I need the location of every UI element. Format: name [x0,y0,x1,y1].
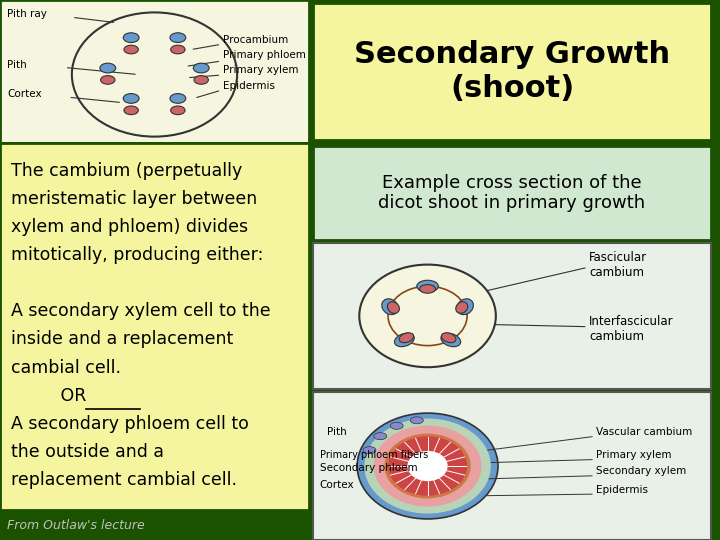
Ellipse shape [456,302,468,313]
Ellipse shape [410,417,423,424]
Circle shape [359,265,496,367]
Text: Secondary xylem: Secondary xylem [596,466,687,476]
Text: Secondary Growth
(shoot): Secondary Growth (shoot) [354,40,670,103]
Text: Cortex: Cortex [320,480,354,490]
Ellipse shape [457,299,473,315]
Ellipse shape [417,280,438,292]
Ellipse shape [382,299,398,315]
Text: inside and a replacement: inside and a replacement [11,330,233,348]
Circle shape [384,434,471,498]
Text: Pith ray: Pith ray [7,9,47,19]
Ellipse shape [363,447,376,454]
Text: Pith: Pith [7,59,27,70]
Ellipse shape [395,333,414,347]
Text: Epidermis: Epidermis [596,485,649,495]
Ellipse shape [101,76,115,84]
Circle shape [357,413,498,519]
Ellipse shape [441,333,456,343]
Text: Primary xylem: Primary xylem [222,65,298,76]
Ellipse shape [374,433,387,440]
Ellipse shape [390,422,403,429]
Text: meristematic layer between: meristematic layer between [11,190,257,208]
Text: Vascular cambium: Vascular cambium [596,427,693,437]
Text: OR: OR [11,387,86,404]
Text: Procambium: Procambium [222,35,288,45]
Circle shape [374,426,482,507]
Ellipse shape [193,63,209,73]
Text: Interfascicular
cambium: Interfascicular cambium [589,315,674,343]
FancyBboxPatch shape [312,392,711,540]
Text: Primary phloem: Primary phloem [222,50,306,60]
FancyBboxPatch shape [0,510,309,540]
Text: Epidermis: Epidermis [222,80,275,91]
Ellipse shape [171,45,185,54]
FancyBboxPatch shape [0,143,309,510]
Circle shape [72,12,237,137]
Text: A secondary phloem cell to: A secondary phloem cell to [11,415,248,433]
Text: Secondary phloem: Secondary phloem [320,463,418,474]
Ellipse shape [123,33,139,43]
Text: Cortex: Cortex [7,89,42,99]
Ellipse shape [194,76,208,84]
Ellipse shape [420,285,436,293]
Ellipse shape [170,93,186,103]
Text: A secondary xylem cell to the: A secondary xylem cell to the [11,302,271,320]
FancyBboxPatch shape [312,146,711,240]
FancyBboxPatch shape [312,3,711,140]
Text: xylem and phloem) divides: xylem and phloem) divides [11,218,248,236]
Ellipse shape [387,302,400,313]
Text: cambial cell.: cambial cell. [11,359,121,376]
FancyBboxPatch shape [312,243,711,389]
Circle shape [408,451,448,481]
Circle shape [388,436,467,496]
Text: Fascicular
cambium: Fascicular cambium [589,251,647,279]
Ellipse shape [399,333,414,343]
Circle shape [364,418,491,514]
Ellipse shape [171,106,185,114]
Text: Example cross section of the
dicot shoot in primary growth: Example cross section of the dicot shoot… [379,174,646,212]
Text: mitotically, producing either:: mitotically, producing either: [11,246,263,264]
FancyBboxPatch shape [0,0,309,143]
Ellipse shape [441,333,461,347]
Ellipse shape [100,63,116,73]
Text: Primary xylem: Primary xylem [596,450,672,460]
Text: Pith: Pith [327,427,347,437]
Ellipse shape [124,45,138,54]
Text: From Outlaw's lecture: From Outlaw's lecture [7,518,145,532]
Ellipse shape [123,93,139,103]
Ellipse shape [170,33,186,43]
Text: The cambium (perpetually: The cambium (perpetually [11,162,242,180]
Text: Primary phloem fibers: Primary phloem fibers [320,450,428,460]
Text: the outside and a: the outside and a [11,443,163,461]
Ellipse shape [124,106,138,114]
Text: replacement cambial cell.: replacement cambial cell. [11,471,237,489]
